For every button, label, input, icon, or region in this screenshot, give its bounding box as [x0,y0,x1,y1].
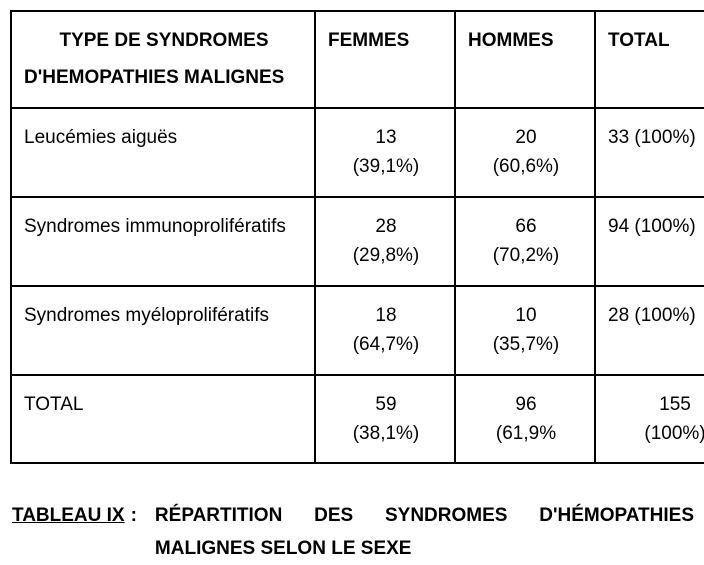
cell-pct: (39,1%) [328,152,444,181]
col-header-type-line2: D'HEMOPATHIES MALIGNES [24,63,304,92]
caption-colon: : [131,500,137,532]
cell-pct: (60,6%) [468,152,584,181]
cell-femmes: 59 (38,1%) [315,375,455,464]
col-header-total: TOTAL [595,11,704,108]
cell-total: 28 (100%) [595,286,704,375]
cell-hommes: 66 (70,2%) [455,197,595,286]
cell-total: 155 (100%) [595,375,704,464]
cell-value: 96 [468,390,584,419]
cell-type: Syndromes myéloprolifératifs [11,286,315,375]
table-header-row: TYPE DE SYNDROMES D'HEMOPATHIES MALIGNES… [11,11,704,108]
cell-hommes: 96 (61,9% [455,375,595,464]
caption-line1: RÉPARTITION DES SYNDROMES D'HÉMOPATHIES [155,500,694,532]
cell-type: TOTAL [11,375,315,464]
table-row-total: TOTAL 59 (38,1%) 96 (61,9% 155 (100%) [11,375,704,464]
cell-value: 13 [328,123,444,152]
col-header-type: TYPE DE SYNDROMES D'HEMOPATHIES MALIGNES [11,11,315,108]
cell-pct: (29,8%) [328,241,444,270]
cell-value: 155 [608,390,704,419]
table-row: Leucémies aiguës 13 (39,1%) 20 (60,6%) 3… [11,108,704,197]
cell-value: 20 [468,123,584,152]
syndromes-table: TYPE DE SYNDROMES D'HEMOPATHIES MALIGNES… [10,10,704,464]
cell-value: 59 [328,390,444,419]
cell-femmes: 13 (39,1%) [315,108,455,197]
cell-total: 94 (100%) [595,197,704,286]
caption-label: TABLEAU IX [12,500,125,532]
col-header-hommes: HOMMES [455,11,595,108]
cell-value: 18 [328,301,444,330]
caption-line2: MALIGNES SELON LE SEXE [155,533,694,565]
cell-femmes: 18 (64,7%) [315,286,455,375]
cell-pct: (35,7%) [468,330,584,359]
col-header-femmes: FEMMES [315,11,455,108]
cell-pct: (38,1%) [328,419,444,448]
cell-femmes: 28 (29,8%) [315,197,455,286]
cell-pct: (100%) [608,419,704,448]
caption-text: RÉPARTITION DES SYNDROMES D'HÉMOPATHIES … [155,500,694,565]
cell-pct: (61,9% [468,419,584,448]
cell-pct: (64,7%) [328,330,444,359]
table-row: Syndromes myéloprolifératifs 18 (64,7%) … [11,286,704,375]
cell-value: 66 [468,212,584,241]
cell-hommes: 20 (60,6%) [455,108,595,197]
cell-total: 33 (100%) [595,108,704,197]
cell-pct: (70,2%) [468,241,584,270]
cell-value: 28 [328,212,444,241]
cell-hommes: 10 (35,7%) [455,286,595,375]
cell-type: Syndromes immunoprolifératifs [11,197,315,286]
page: TYPE DE SYNDROMES D'HEMOPATHIES MALIGNES… [0,0,704,527]
cell-type: Leucémies aiguës [11,108,315,197]
table-caption: TABLEAU IX : RÉPARTITION DES SYNDROMES D… [10,500,696,565]
cell-value: 10 [468,301,584,330]
col-header-type-line1: TYPE DE SYNDROMES [24,26,304,55]
table-row: Syndromes immunoprolifératifs 28 (29,8%)… [11,197,704,286]
